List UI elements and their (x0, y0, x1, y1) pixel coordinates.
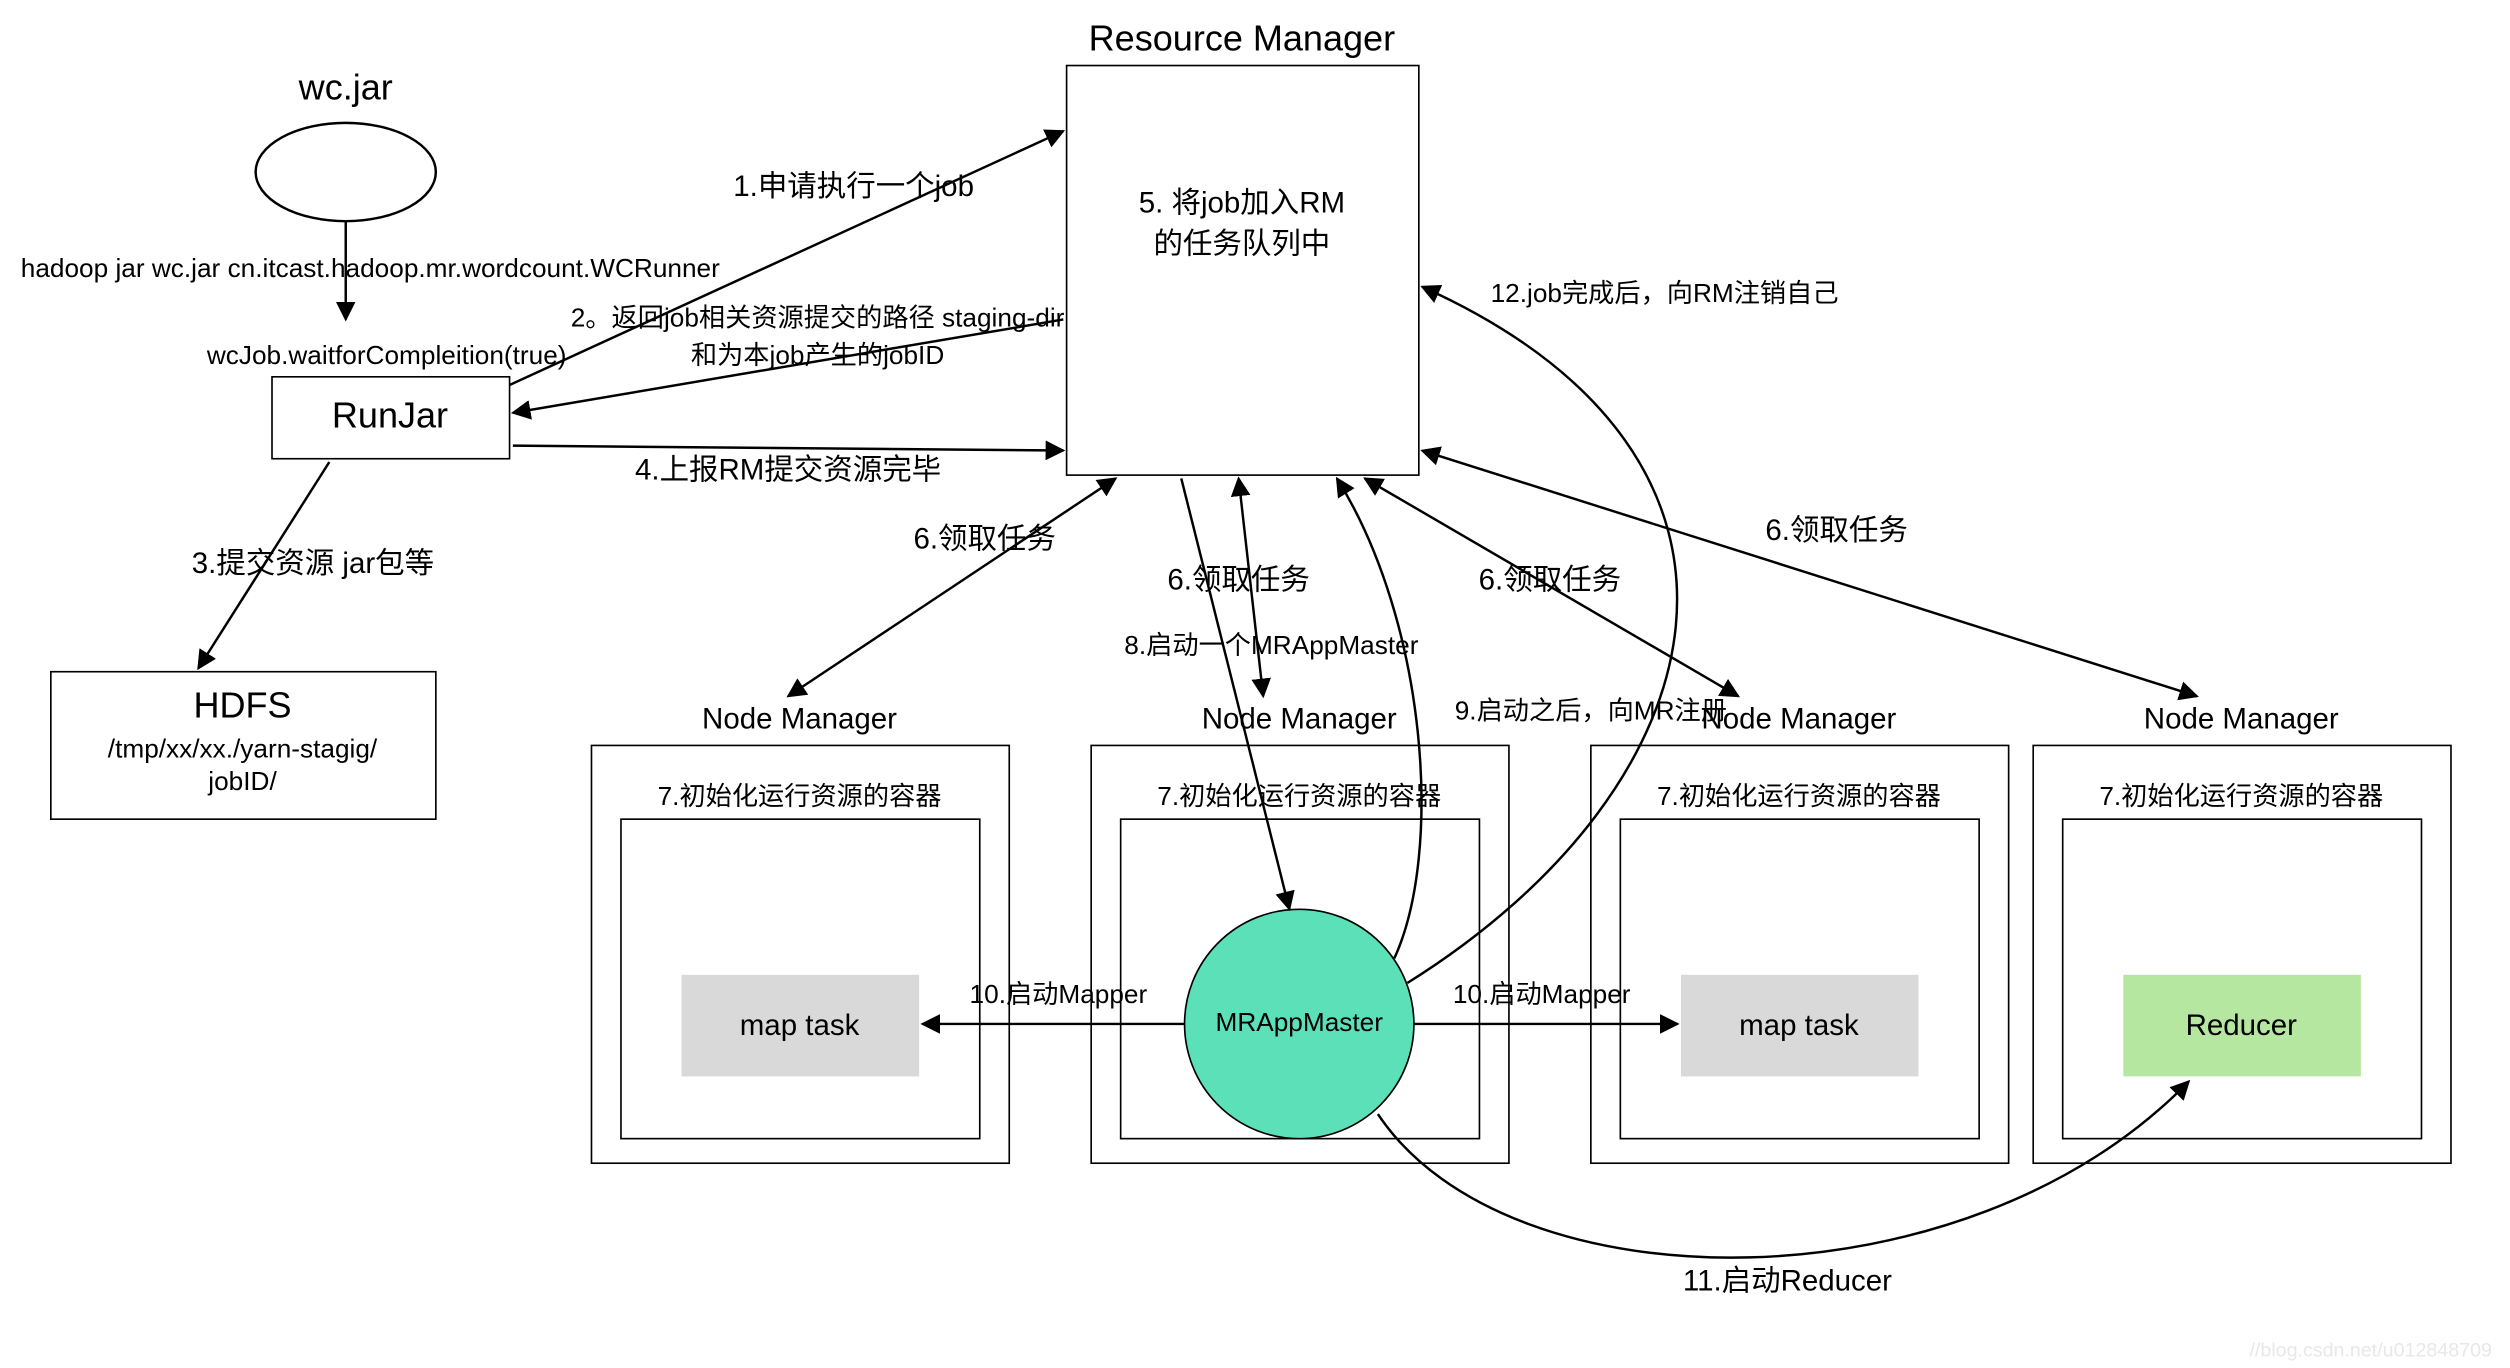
nm3-title: Node Manager (1701, 703, 1896, 736)
nm2-container-label: 7.初始化运行资源的容器 (1157, 781, 1441, 811)
edge-6d-label: 6.领取任务 (1765, 514, 1907, 547)
edge-4-label: 4.上报RM提交资源完毕 (635, 454, 941, 487)
edge-9-label: 9.启动之后，向MR注册 (1455, 696, 1727, 726)
nm3-container-label: 7.初始化运行资源的容器 (1657, 781, 1941, 811)
nm2-title: Node Manager (1202, 703, 1397, 736)
nm4-container-label: 7.初始化运行资源的容器 (2099, 781, 2383, 811)
diagram-canvas: wc.jar hadoop jar wc.jar cn.itcast.hadoo… (0, 0, 2510, 1368)
edge-2a-label: 2。返回job相关资源提交的路径 staging-dir (571, 302, 1065, 332)
edge-3-label: 3.提交资源 jar包等 (192, 547, 434, 580)
hdfs-title: HDFS (193, 684, 291, 725)
watermark: //blog.csdn.net/u012848709 (2249, 1340, 2491, 1362)
hdfs-line1: /tmp/xx/xx./yarn-stagig/ (108, 733, 378, 763)
nm1-title: Node Manager (702, 703, 897, 736)
nm1-container-label: 7.初始化运行资源的容器 (658, 781, 942, 811)
edge-2b-label: 和为本job产生的jobID (691, 340, 944, 370)
wcjar-ellipse (256, 123, 436, 221)
edge-10a-label: 10.启动Mapper (970, 979, 1148, 1009)
rm-line1: 5. 将job加入RM (1139, 187, 1345, 220)
edge-12-label: 12.job完成后，向RM注销自己 (1491, 278, 1839, 308)
edge-10b-label: 10.启动Mapper (1453, 979, 1631, 1009)
nm4-title: Node Manager (2144, 703, 2339, 736)
runjar-label: RunJar (332, 394, 448, 435)
wcjar-label: wc.jar (298, 67, 393, 108)
edge-6a-label: 6.领取任务 (913, 522, 1055, 555)
mrappmaster-label: MRAppMaster (1216, 1007, 1384, 1037)
edge-1-label: 1.申请执行一个job (733, 170, 974, 203)
edge-6b-label: 6.领取任务 (1167, 563, 1309, 596)
edge-6a (788, 478, 1116, 696)
edge-4 (513, 446, 1063, 451)
maptask1-label: map task (740, 1009, 860, 1042)
edge-6c-label: 6.领取任务 (1479, 563, 1621, 596)
rm-title: Resource Manager (1089, 17, 1395, 58)
waitfor-text: wcJob.waitforCompleition(true) (206, 340, 567, 370)
maptask2-label: map task (1739, 1009, 1859, 1042)
edge-8-label: 8.启动一个MRAppMaster (1124, 630, 1418, 660)
rm-line2: 的任务队列中 (1153, 228, 1330, 261)
hadoop-cmd: hadoop jar wc.jar cn.itcast.hadoop.mr.wo… (21, 253, 720, 283)
edge-11-label: 11.启动Reducer (1683, 1265, 1892, 1298)
reducer-label: Reducer (2186, 1009, 2298, 1042)
rm-box (1067, 66, 1419, 476)
hdfs-line2: jobID/ (207, 766, 277, 796)
